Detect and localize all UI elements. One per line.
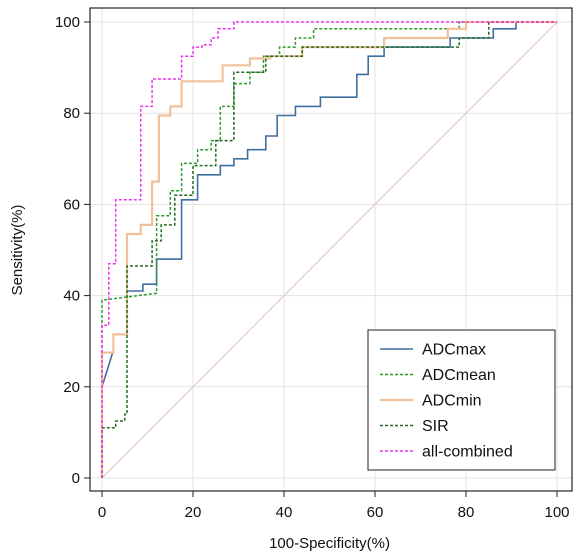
legend-label: SIR bbox=[422, 418, 449, 435]
series-line-sir bbox=[101, 21, 557, 478]
series-layer bbox=[100, 20, 557, 478]
x-tick-label: 20 bbox=[185, 504, 202, 521]
x-tick-label: 40 bbox=[276, 504, 293, 521]
x-tick-label: 80 bbox=[458, 504, 475, 521]
x-axis-ticks: 0 20 40 60 80 100 bbox=[98, 491, 570, 521]
y-axis-ticks: 0 20 40 60 80 100 bbox=[55, 14, 90, 487]
series-line-all-combined bbox=[101, 21, 557, 478]
series-line-adcmean bbox=[101, 21, 557, 478]
legend-label: ADCmin bbox=[422, 393, 482, 410]
legend-label: all-combined bbox=[422, 444, 513, 461]
legend-label: ADCmax bbox=[422, 342, 486, 359]
y-tick-label: 80 bbox=[63, 105, 80, 122]
reference-line bbox=[101, 21, 558, 479]
legend-label: ADCmean bbox=[422, 367, 496, 384]
x-tick-label: 100 bbox=[544, 504, 569, 521]
series-line-adcmax bbox=[101, 21, 557, 478]
y-axis-title: Sensitivity(%) bbox=[9, 205, 26, 296]
legend: ADCmax ADCmean ADCmin SIR all-combined bbox=[367, 329, 556, 471]
x-tick-label: 0 bbox=[98, 504, 106, 521]
series-line-adcmin bbox=[100, 20, 557, 478]
y-tick-label: 60 bbox=[63, 196, 80, 213]
plot-frame bbox=[89, 7, 573, 492]
x-axis-title: 100-Specificity(%) bbox=[269, 535, 390, 552]
x-tick-label: 60 bbox=[367, 504, 384, 521]
y-tick-label: 100 bbox=[55, 14, 80, 31]
y-tick-label: 0 bbox=[72, 470, 80, 487]
y-tick-label: 20 bbox=[63, 379, 80, 396]
y-tick-label: 40 bbox=[63, 288, 80, 305]
